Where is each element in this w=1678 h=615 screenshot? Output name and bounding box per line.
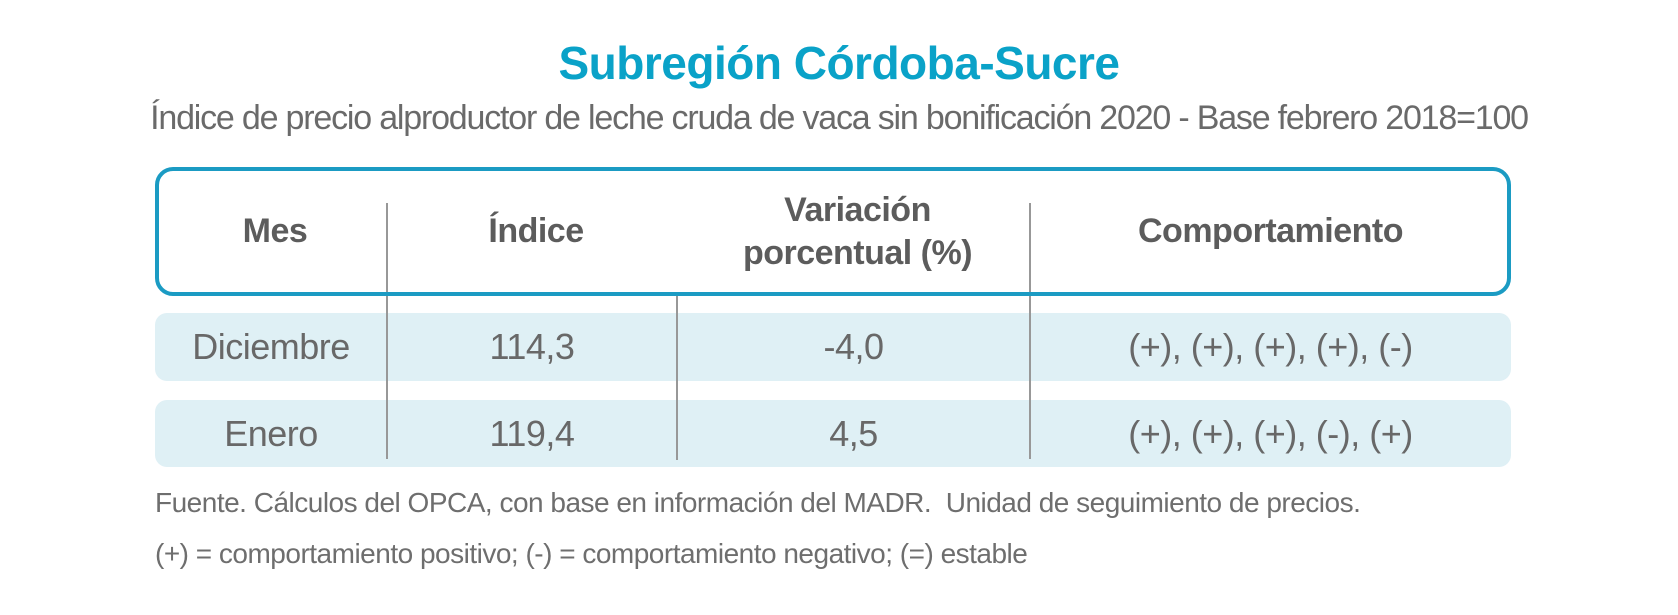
table-row-diciembre: Diciembre 114,3 -4,0 (+), (+), (+), (+),… xyxy=(155,313,1511,381)
page-subtitle: Índice de precio alproductor de leche cr… xyxy=(150,99,1529,137)
cell-comportamiento: (+), (+), (+), (+), (-) xyxy=(1128,326,1413,367)
cell-mes: Enero xyxy=(224,412,318,454)
footnote-source: Fuente. Cálculos del OPCA, con base en i… xyxy=(155,487,1361,518)
cell-mes: Diciembre xyxy=(192,326,350,367)
header-label-variacion-porcentual: Variación porcentual (%) xyxy=(742,191,973,272)
footnote-legend: (+) = comportamiento positivo; (-) = com… xyxy=(155,538,1028,569)
header-label-indice: Índice xyxy=(488,212,584,251)
table-row-enero: Enero 119,4 4,5 (+), (+), (+), (-), (+) xyxy=(155,400,1511,467)
header-cell-mes: Mes xyxy=(159,171,391,292)
cell-variacion: 4,5 xyxy=(829,412,878,454)
header-label-mes: Mes xyxy=(242,212,308,251)
cell-indice: 119,4 xyxy=(489,412,575,454)
column-divider-mes-indice xyxy=(386,203,388,459)
page-title: Subregión Córdoba-Sucre xyxy=(558,37,1120,89)
header-label-comportamiento: Comportamiento xyxy=(1138,212,1404,251)
header-cell-comportamiento: Comportamiento xyxy=(1034,171,1507,292)
cell-variacion: -4,0 xyxy=(823,326,884,367)
table-header-row: Mes Índice Variación porcentual (%) Comp… xyxy=(155,167,1511,296)
column-divider-variacion-comportamiento xyxy=(1029,203,1031,459)
cell-indice: 114,3 xyxy=(489,326,575,367)
cell-comportamiento: (+), (+), (+), (-), (+) xyxy=(1128,412,1413,454)
header-cell-indice: Índice xyxy=(391,171,681,292)
header-cell-variacion-porcentual: Variación porcentual (%) xyxy=(681,171,1034,292)
column-divider-indice-variacion xyxy=(676,292,678,460)
